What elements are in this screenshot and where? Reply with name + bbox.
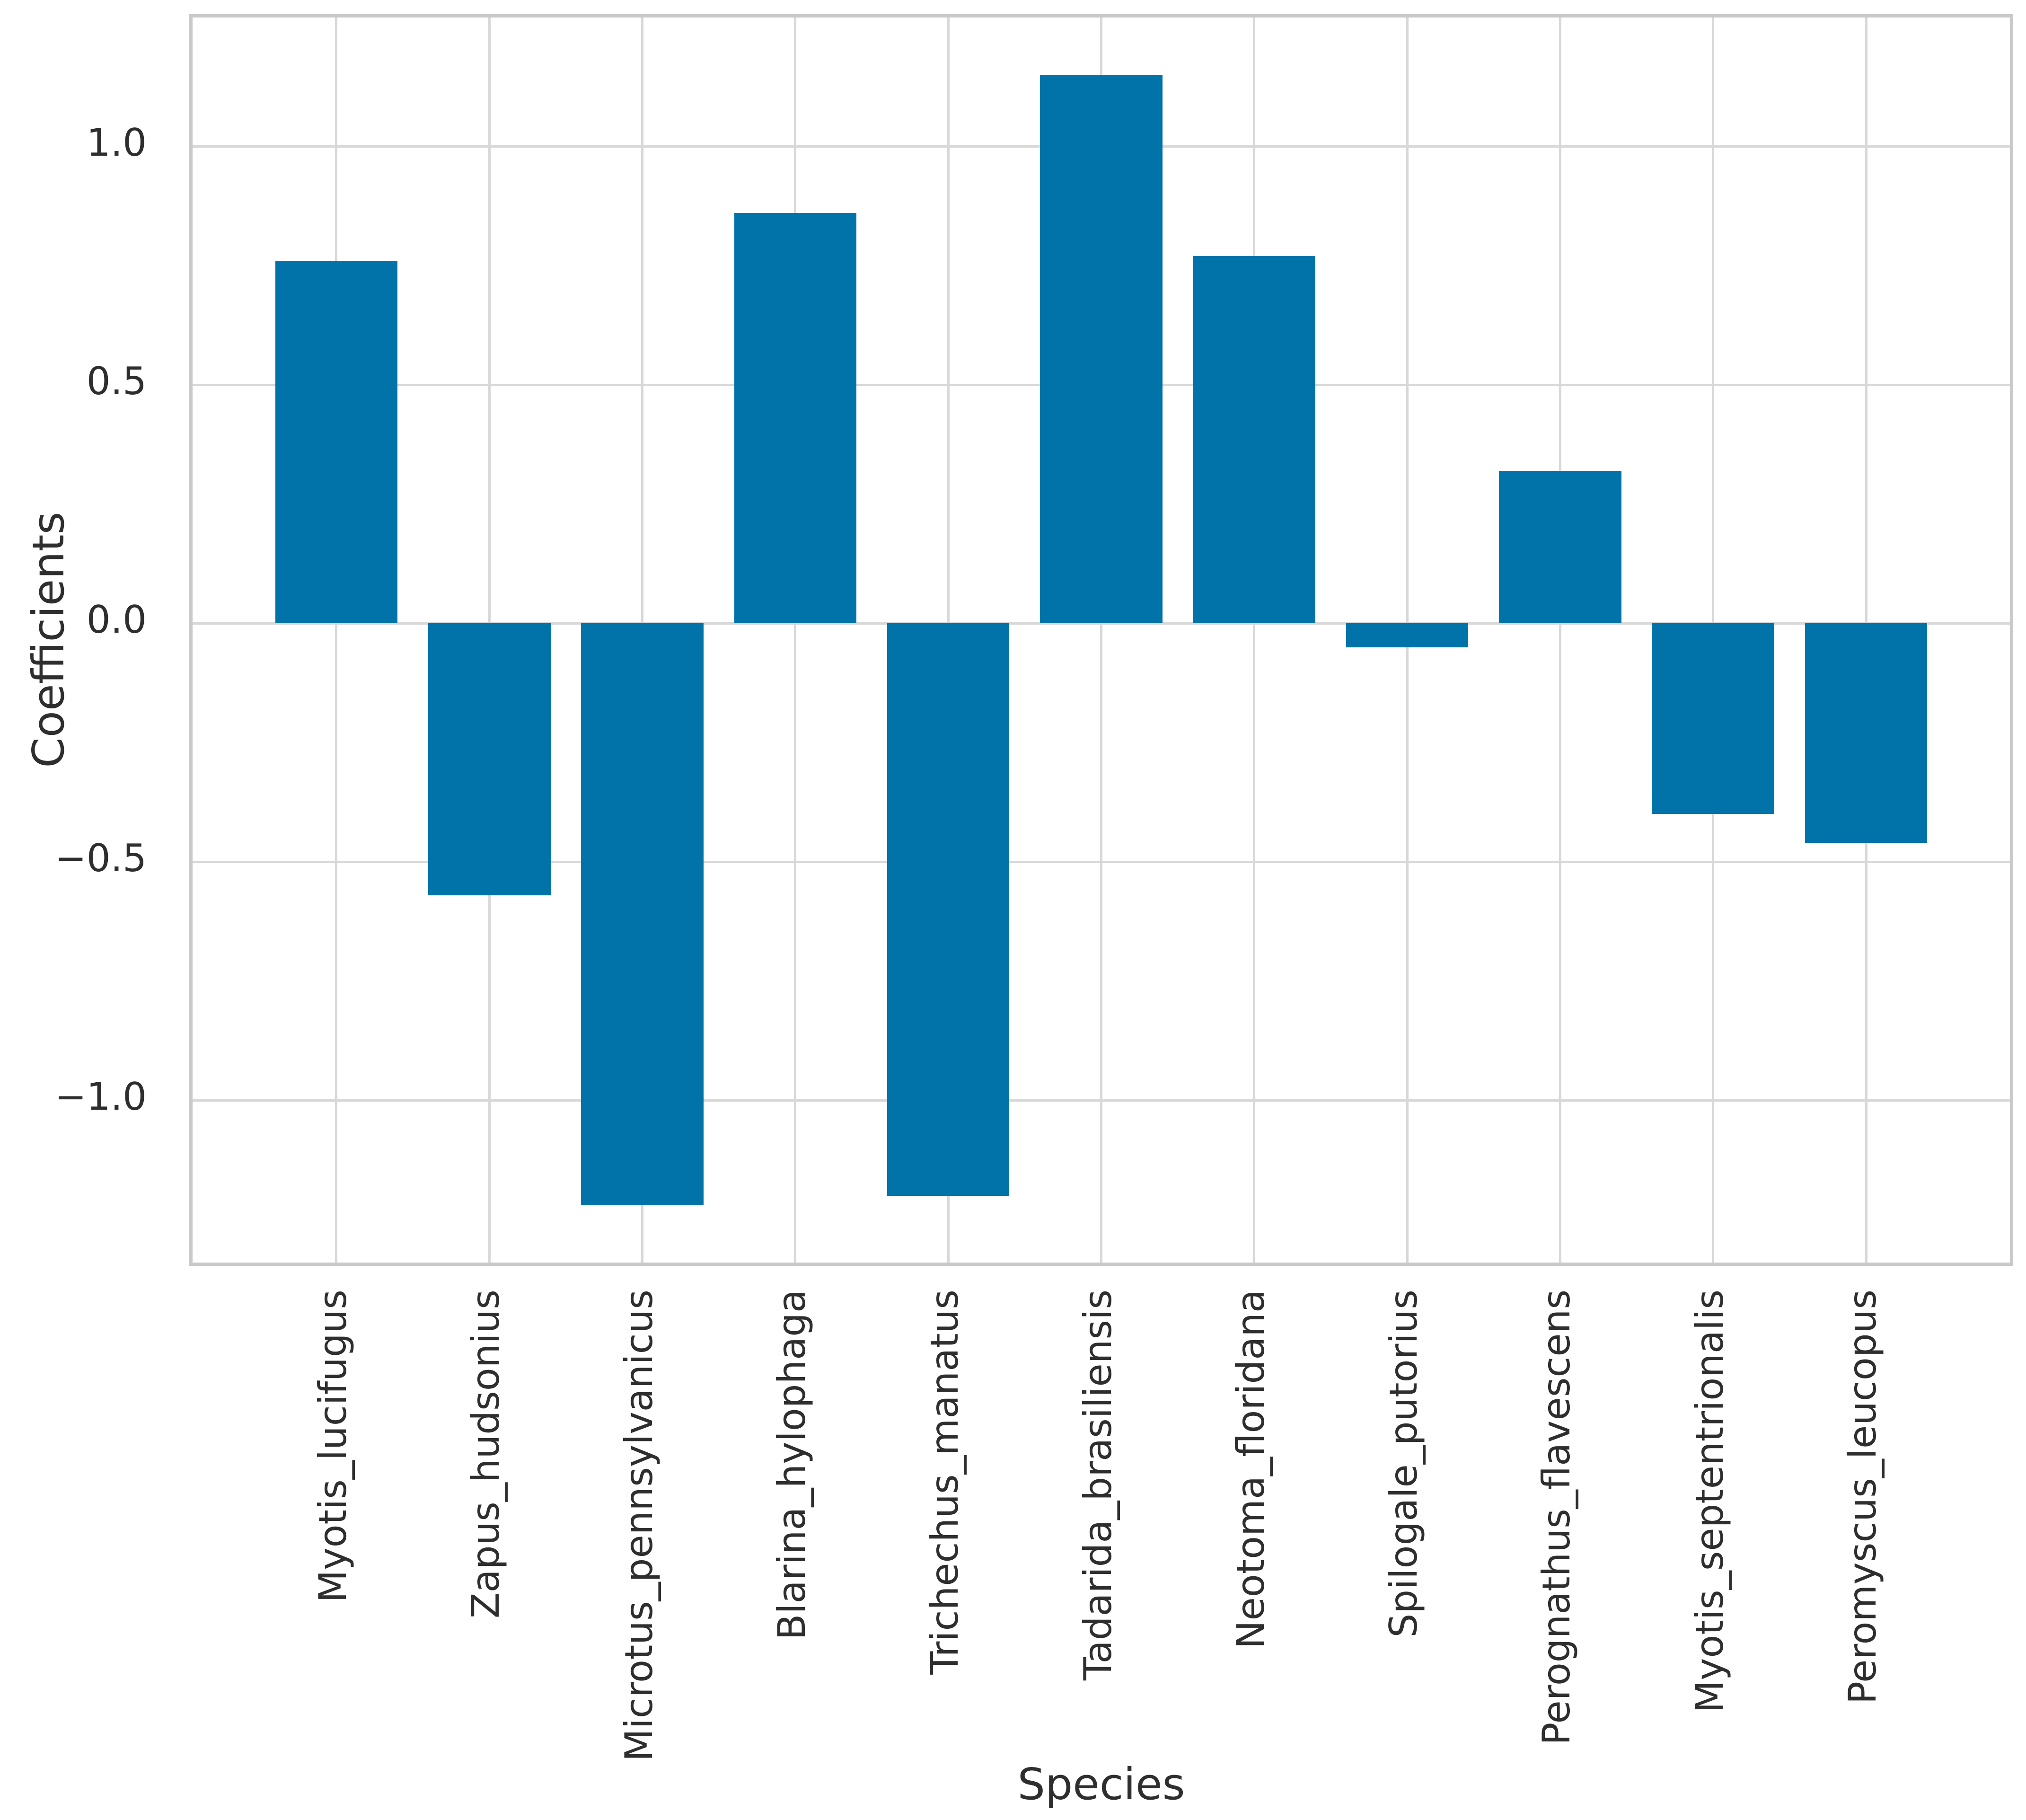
y-tick-label: 0.0 [86, 598, 147, 642]
bar-Myotis_septentrionalis [1652, 623, 1775, 814]
bar-Myotis_lucifugus [275, 261, 398, 624]
x-tick-label-Perognathus_flavescens: Perognathus_flavescens [1534, 1290, 1579, 1745]
v-gridline [1100, 18, 1102, 1263]
bars-layer [193, 18, 2010, 1263]
x-tick-label-Blarina_hylophaga: Blarina_hylophaga [769, 1290, 814, 1640]
x-tick-label-Peromyscus_leucopus: Peromyscus_leucopus [1841, 1290, 1885, 1705]
x-axis-label-wrap: Species [189, 1758, 2013, 1811]
bar-Blarina_hylophaga [734, 213, 857, 624]
bar-Microtus_pennsylvanicus [581, 623, 704, 1206]
y-tick-labels: 1.0 0.5 0.0 −0.5 −1.0 [0, 14, 168, 1266]
x-tick-label-Neotoma_floridana: Neotoma_floridana [1228, 1290, 1273, 1649]
x-tick-label-Myotis_septentrionalis: Myotis_septentrionalis [1687, 1290, 1732, 1713]
v-gridline [794, 18, 797, 1263]
v-gridline [1253, 18, 1256, 1263]
x-axis-label: Species [1017, 1759, 1185, 1810]
bar-Trichechus_manatus [887, 623, 1010, 1196]
bar-Neotoma_floridana [1193, 256, 1316, 624]
bar-Perognathus_flavescens [1499, 470, 1621, 624]
y-tick-label: −0.5 [54, 836, 147, 881]
x-tick-labels: Myotis_lucifugus Zapus_hudsonius Microtus_… [189, 1290, 2013, 1810]
x-tick-label-Myotis_lucifugus: Myotis_lucifugus [310, 1290, 355, 1603]
x-tick-label-Trichechus_manatus: Trichechus_manatus [923, 1290, 967, 1675]
v-gridline [1559, 18, 1561, 1263]
x-tick-label-Microtus_pennsylvanicus: Microtus_pennsylvanicus [617, 1290, 661, 1762]
bar-Zapus_hudsonius [428, 623, 551, 895]
bar-Spilogale_putorius [1346, 623, 1469, 647]
y-tick-label: 1.0 [86, 121, 147, 165]
bar-Tadarida_brasiliensis [1040, 74, 1163, 624]
v-gridline [335, 18, 338, 1263]
y-tick-label: −1.0 [54, 1075, 147, 1119]
y-tick-label: 0.5 [86, 359, 147, 404]
plot-area [189, 14, 2013, 1266]
x-tick-label-Tadarida_brasiliensis: Tadarida_brasiliensis [1075, 1290, 1120, 1680]
x-tick-label-Spilogale_putorius: Spilogale_putorius [1382, 1290, 1426, 1638]
x-tick-label-Zapus_hudsonius: Zapus_hudsonius [464, 1290, 508, 1619]
bar-Peromyscus_leucopus [1805, 623, 1928, 843]
